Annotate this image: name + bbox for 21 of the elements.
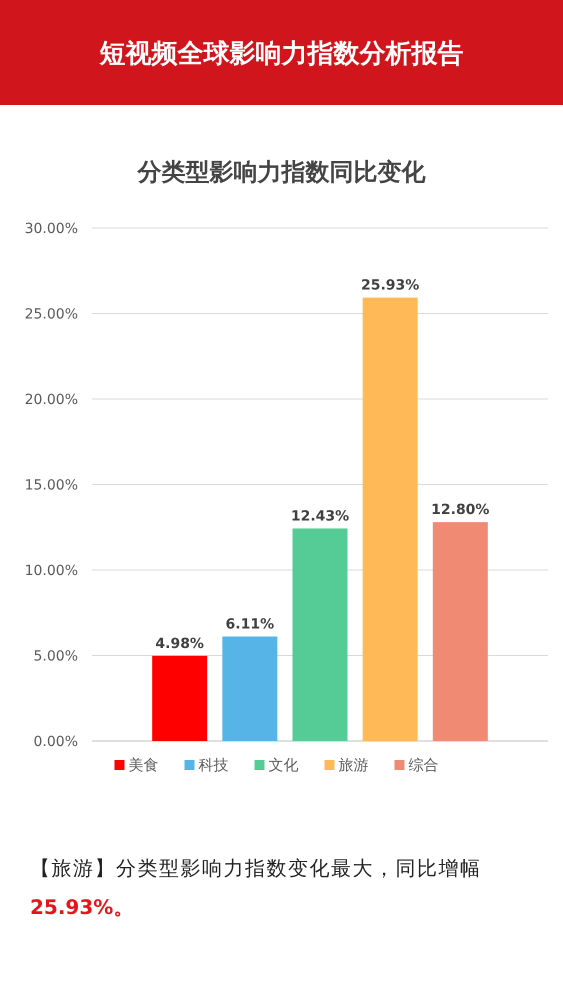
text: 【旅游】分类型影响力指数变化最大，同比增幅 (30, 856, 482, 880)
legend-label: 旅游 (338, 756, 368, 774)
y-tick-label: 10.00% (24, 563, 78, 579)
text: 25.93%。 (30, 895, 134, 919)
data-label: 25.93% (361, 278, 420, 294)
y-tick-label: 0.00% (34, 734, 78, 750)
chart-subtitle: 短视频全球影响力指数分析报告 (98, 39, 464, 69)
y-tick-label: 20.00% (24, 392, 78, 408)
legend-label: 美食 (128, 756, 158, 774)
y-tick-label: 15.00% (24, 478, 78, 494)
y-tick-label: 30.00% (24, 221, 78, 237)
data-label: 4.98% (155, 636, 204, 652)
data-label: 12.80% (431, 502, 490, 518)
legend-label: 文化 (268, 756, 298, 774)
legend-label: 科技 (198, 756, 228, 774)
y-tick-label: 5.00% (34, 648, 78, 664)
y-tick-label: 25.00% (24, 306, 78, 322)
data-label: 12.43% (290, 508, 350, 524)
legend-label: 综合 (408, 756, 438, 774)
data-label: 6.11% (226, 616, 274, 633)
chart-title: 分类型影响力指数同比变化 (136, 158, 426, 186)
